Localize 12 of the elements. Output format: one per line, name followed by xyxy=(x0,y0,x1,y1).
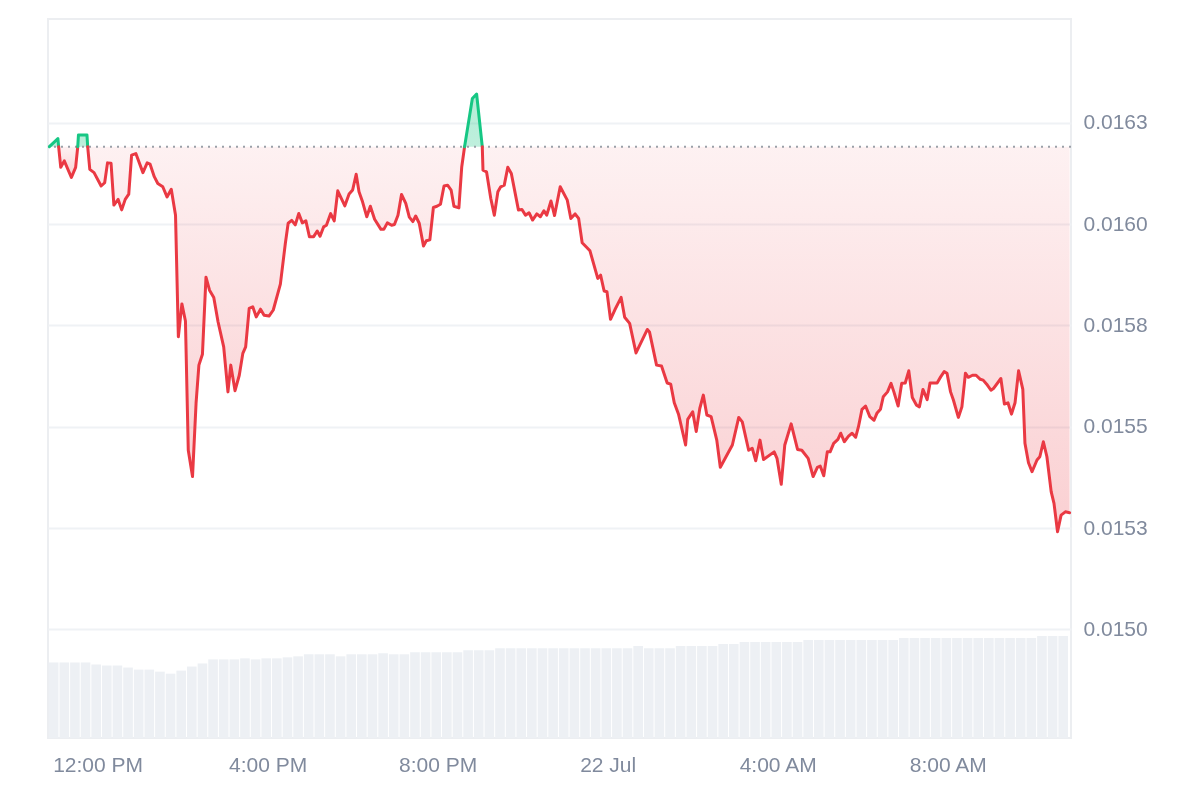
x-tick-label: 8:00 AM xyxy=(909,752,987,776)
y-tick-label: 0.0160 xyxy=(1083,211,1148,235)
y-tick-label: 0.0150 xyxy=(1083,616,1148,640)
y-tick-label: 0.0158 xyxy=(1083,312,1148,336)
x-tick-label: 8:00 PM xyxy=(399,752,478,776)
x-tick-label: 22 Jul xyxy=(580,752,637,776)
y-tick-label: 0.0155 xyxy=(1083,414,1148,438)
x-tick-label: 12:00 PM xyxy=(53,752,144,776)
x-tick-label: 4:00 AM xyxy=(739,752,817,776)
y-tick-label: 0.0153 xyxy=(1083,515,1148,539)
x-tick-label: 4:00 PM xyxy=(229,752,308,776)
y-tick-label: 0.0163 xyxy=(1083,110,1148,134)
